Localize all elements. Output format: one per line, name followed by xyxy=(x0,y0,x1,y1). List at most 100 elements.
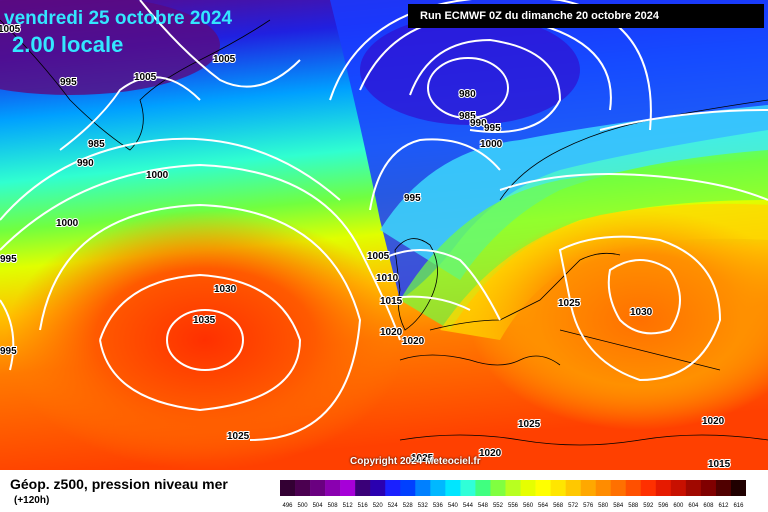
legend-tick-label: 548 xyxy=(478,503,489,509)
legend-swatch xyxy=(325,480,341,496)
forecast-lead: (+120h) xyxy=(14,495,50,506)
legend-tick-label: 604 xyxy=(688,503,699,509)
legend-swatch xyxy=(655,480,672,496)
pressure-label: 1020 xyxy=(380,327,403,338)
pressure-labels: 1005 995 1005 1005 985 990 1000 1000 995… xyxy=(0,23,732,470)
legend-tick-label: 608 xyxy=(703,503,714,509)
pressure-label: 1025 xyxy=(411,453,434,464)
color-legend: 496 500 504 508 512 516 520 524 528 532 536 540 544 5… xyxy=(280,480,746,509)
pressure-label: 990 xyxy=(77,158,94,169)
legend-tick-label: 500 xyxy=(298,503,309,509)
pressure-label: 1030 xyxy=(214,284,237,295)
legend-swatch xyxy=(550,480,566,496)
legend-tick-label: 540 xyxy=(448,503,459,509)
legend-swatch xyxy=(730,480,746,496)
legend-swatch xyxy=(640,480,657,496)
forecast-time: 2.00 locale xyxy=(12,32,124,57)
legend-swatch xyxy=(490,480,506,496)
pressure-label: 995 xyxy=(60,77,77,88)
legend-swatch xyxy=(670,480,687,496)
legend-tick-label: 508 xyxy=(328,503,339,509)
legend-tick-label: 572 xyxy=(568,503,579,509)
pressure-label: 1015 xyxy=(380,296,403,307)
pressure-label: 1010 xyxy=(376,273,399,284)
pressure-label: 1015 xyxy=(708,459,731,470)
pressure-label: 985 xyxy=(459,111,476,122)
legend-swatch xyxy=(385,480,401,496)
pressure-label: 985 xyxy=(88,139,105,150)
legend-swatch xyxy=(700,480,717,496)
legend-tick-label: 544 xyxy=(463,503,474,509)
atlantic-high-core xyxy=(5,210,405,470)
green-band xyxy=(400,160,768,330)
legend-tick-label: 576 xyxy=(583,503,594,509)
legend-swatch xyxy=(580,480,596,496)
legend-tick-label: 532 xyxy=(418,503,429,509)
pressure-label: 980 xyxy=(459,89,476,100)
pressure-label: 990 xyxy=(470,118,487,129)
legend-tick-label: 496 xyxy=(283,503,294,509)
pressure-label: 1000 xyxy=(480,139,503,150)
forecast-date: vendredi 25 octobre 2024 xyxy=(4,8,233,29)
legend-swatch xyxy=(295,480,311,496)
legend-swatch xyxy=(505,480,521,496)
legend-tick-label: 612 xyxy=(718,503,729,509)
legend-swatch xyxy=(340,480,356,496)
legend-swatch xyxy=(355,480,371,496)
legend-swatch xyxy=(565,480,581,496)
legend-swatch xyxy=(715,480,732,496)
legend-tick-label: 584 xyxy=(613,503,624,509)
pressure-label: 995 xyxy=(0,346,17,357)
pressure-label: 995 xyxy=(0,254,17,265)
legend-swatch xyxy=(430,480,446,496)
legend-tick-label: 520 xyxy=(373,503,384,509)
pressure-label: 1000 xyxy=(56,218,79,229)
legend-tick-label: 600 xyxy=(673,503,684,509)
legend-swatch xyxy=(415,480,431,496)
legend-tick-label: 592 xyxy=(643,503,654,509)
legend-swatch xyxy=(595,480,612,496)
pressure-label: 995 xyxy=(484,123,501,134)
legend-swatch xyxy=(610,480,627,496)
pressure-label: 1000 xyxy=(146,170,169,181)
legend-tick-label: 564 xyxy=(538,503,549,509)
legend-swatch xyxy=(445,480,461,496)
legend-swatch xyxy=(475,480,491,496)
legend-swatch xyxy=(685,480,702,496)
pressure-label: 1020 xyxy=(479,448,502,459)
coastlines xyxy=(0,19,768,446)
legend-tick-label: 512 xyxy=(343,503,354,509)
pressure-label: 1025 xyxy=(558,298,581,309)
legend-swatch xyxy=(370,480,386,496)
legend-swatch xyxy=(625,480,642,496)
pressure-label: 1020 xyxy=(402,336,425,347)
pressure-label: 1005 xyxy=(134,72,157,83)
legend-swatch xyxy=(280,480,296,496)
legend-tick-label: 536 xyxy=(433,503,444,509)
copyright: Copyright 2024 Meteociel.fr xyxy=(350,456,481,467)
pressure-label: 1025 xyxy=(227,431,250,442)
pressure-label: 1020 xyxy=(702,416,725,427)
legend-swatch xyxy=(460,480,476,496)
pressure-label: 1030 xyxy=(630,307,653,318)
legend-swatch xyxy=(535,480,551,496)
legend-tick-label: 580 xyxy=(598,503,609,509)
legend-tick-label: 568 xyxy=(553,503,564,509)
legend-swatch xyxy=(400,480,416,496)
legend-tick-label: 504 xyxy=(313,503,324,509)
legend-tick-label: 556 xyxy=(508,503,519,509)
legend-tick-label: 596 xyxy=(658,503,669,509)
pressure-label: 1005 xyxy=(213,54,236,65)
map-title: Géop. z500, pression niveau mer xyxy=(10,476,228,492)
forecast-map: 1005 995 1005 1005 985 990 1000 1000 995… xyxy=(0,0,768,470)
pressure-label: 1005 xyxy=(367,251,390,262)
legend-tick-label: 524 xyxy=(388,503,399,509)
legend-tick-label: 528 xyxy=(403,503,414,509)
legend-tick-label: 516 xyxy=(358,503,369,509)
legend-tick-label: 560 xyxy=(523,503,534,509)
pressure-label: 995 xyxy=(404,193,421,204)
legend-tick-label: 588 xyxy=(628,503,639,509)
legend-tick-label: 552 xyxy=(493,503,504,509)
legend-swatch xyxy=(310,480,326,496)
